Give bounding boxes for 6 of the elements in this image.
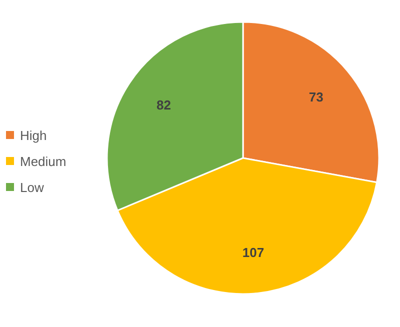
data-label: 73 [308, 90, 324, 104]
legend-label: Medium [20, 154, 66, 168]
legend-label: Low [20, 180, 44, 194]
data-label: 82 [156, 98, 171, 113]
data-label: 107 [242, 245, 264, 260]
legend-label: High [20, 128, 47, 142]
